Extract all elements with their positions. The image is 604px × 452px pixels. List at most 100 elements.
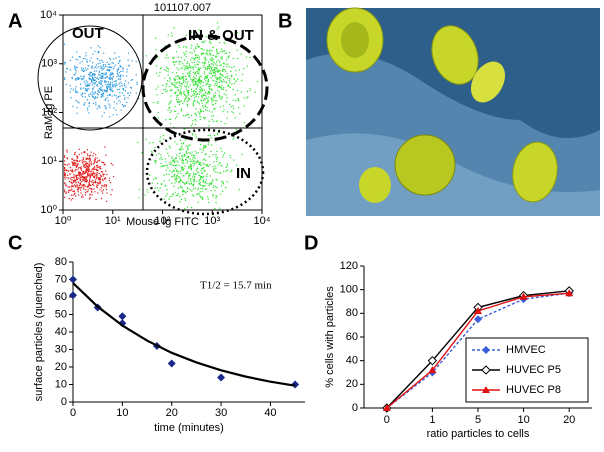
series-line [72, 282, 296, 387]
event-dot [194, 51, 196, 53]
event-dot [176, 82, 178, 84]
event-dot [96, 157, 98, 159]
event-dot [178, 155, 180, 158]
event-dot [111, 79, 113, 81]
event-dot [216, 52, 218, 55]
event-dot [81, 175, 84, 178]
event-dot [235, 74, 237, 76]
event-dot [204, 56, 206, 58]
event-dot [103, 52, 105, 54]
event-dot [189, 74, 191, 76]
event-dot [209, 134, 211, 137]
event-dot [222, 156, 224, 158]
event-dot [84, 171, 87, 173]
event-dot [233, 137, 235, 139]
event-dot [178, 77, 180, 79]
event-dot [181, 167, 183, 169]
event-dot [186, 152, 188, 155]
event-dot [108, 66, 111, 69]
event-dot [64, 163, 66, 165]
event-dot [84, 96, 86, 98]
event-dot [119, 95, 121, 97]
event-dot [199, 118, 201, 121]
event-dot [190, 47, 192, 49]
event-dot [192, 188, 195, 190]
event-dot [186, 181, 188, 183]
event-dot [175, 167, 177, 170]
event-dot [198, 46, 200, 48]
event-dot [174, 84, 176, 86]
event-dot [93, 70, 96, 72]
event-dot [64, 63, 66, 65]
event-dot [90, 170, 92, 172]
event-dot [208, 88, 211, 90]
event-dot [92, 53, 94, 55]
event-dot [102, 161, 104, 164]
event-dot [198, 192, 200, 195]
event-dot [109, 94, 111, 96]
event-dot [110, 83, 112, 85]
event-dot [110, 74, 113, 76]
event-dot [82, 173, 84, 176]
marker [482, 386, 490, 393]
event-dot [112, 81, 114, 83]
event-dot [71, 158, 74, 160]
event-dot [196, 43, 198, 45]
event-dot [191, 57, 193, 59]
event-dot [186, 114, 188, 116]
event-dot [213, 96, 215, 98]
event-dot [200, 80, 202, 82]
y-tick-label: 0 [61, 396, 67, 408]
event-dot [84, 67, 87, 69]
event-dot [105, 81, 107, 83]
event-dot [165, 57, 167, 59]
event-dot [220, 147, 222, 150]
event-dot [209, 59, 211, 61]
event-dot [185, 55, 187, 58]
event-dot [174, 117, 177, 120]
event-dot [181, 186, 183, 189]
event-dot [217, 89, 219, 92]
event-dot [155, 72, 158, 74]
event-dot [209, 40, 211, 42]
event-dot [88, 182, 90, 184]
event-dot [84, 194, 87, 196]
event-dot [108, 87, 110, 89]
event-dot [208, 50, 210, 53]
event-dot [208, 63, 210, 66]
event-dot [89, 75, 91, 77]
y-tick-label: 80 [346, 307, 358, 319]
event-dot [171, 171, 173, 173]
event-dot [214, 100, 216, 102]
event-dot [100, 88, 102, 90]
event-dot [205, 95, 207, 97]
event-dot [80, 192, 82, 194]
event-dot [214, 74, 216, 77]
event-dot [198, 61, 200, 63]
event-dot [185, 145, 187, 147]
event-dot [185, 98, 187, 100]
event-dot [97, 45, 99, 47]
event-dot [99, 88, 101, 90]
event-dot [214, 74, 216, 77]
event-dot [127, 59, 129, 61]
event-dot [99, 59, 101, 62]
event-dot [178, 89, 180, 92]
event-dot [226, 163, 229, 165]
event-dot [187, 100, 190, 102]
event-dot [214, 55, 217, 57]
event-dot [77, 157, 79, 159]
event-dot [135, 61, 137, 63]
event-dot [102, 93, 104, 95]
event-dot [236, 49, 238, 51]
event-dot [190, 160, 192, 162]
event-dot [91, 194, 93, 196]
event-dot [168, 103, 170, 105]
event-dot [64, 178, 66, 180]
event-dot [116, 88, 119, 91]
event-dot [161, 158, 163, 161]
event-dot [89, 159, 91, 161]
event-dot [235, 128, 238, 131]
event-dot [81, 67, 83, 69]
legend-label: HUVEC P8 [506, 384, 561, 396]
